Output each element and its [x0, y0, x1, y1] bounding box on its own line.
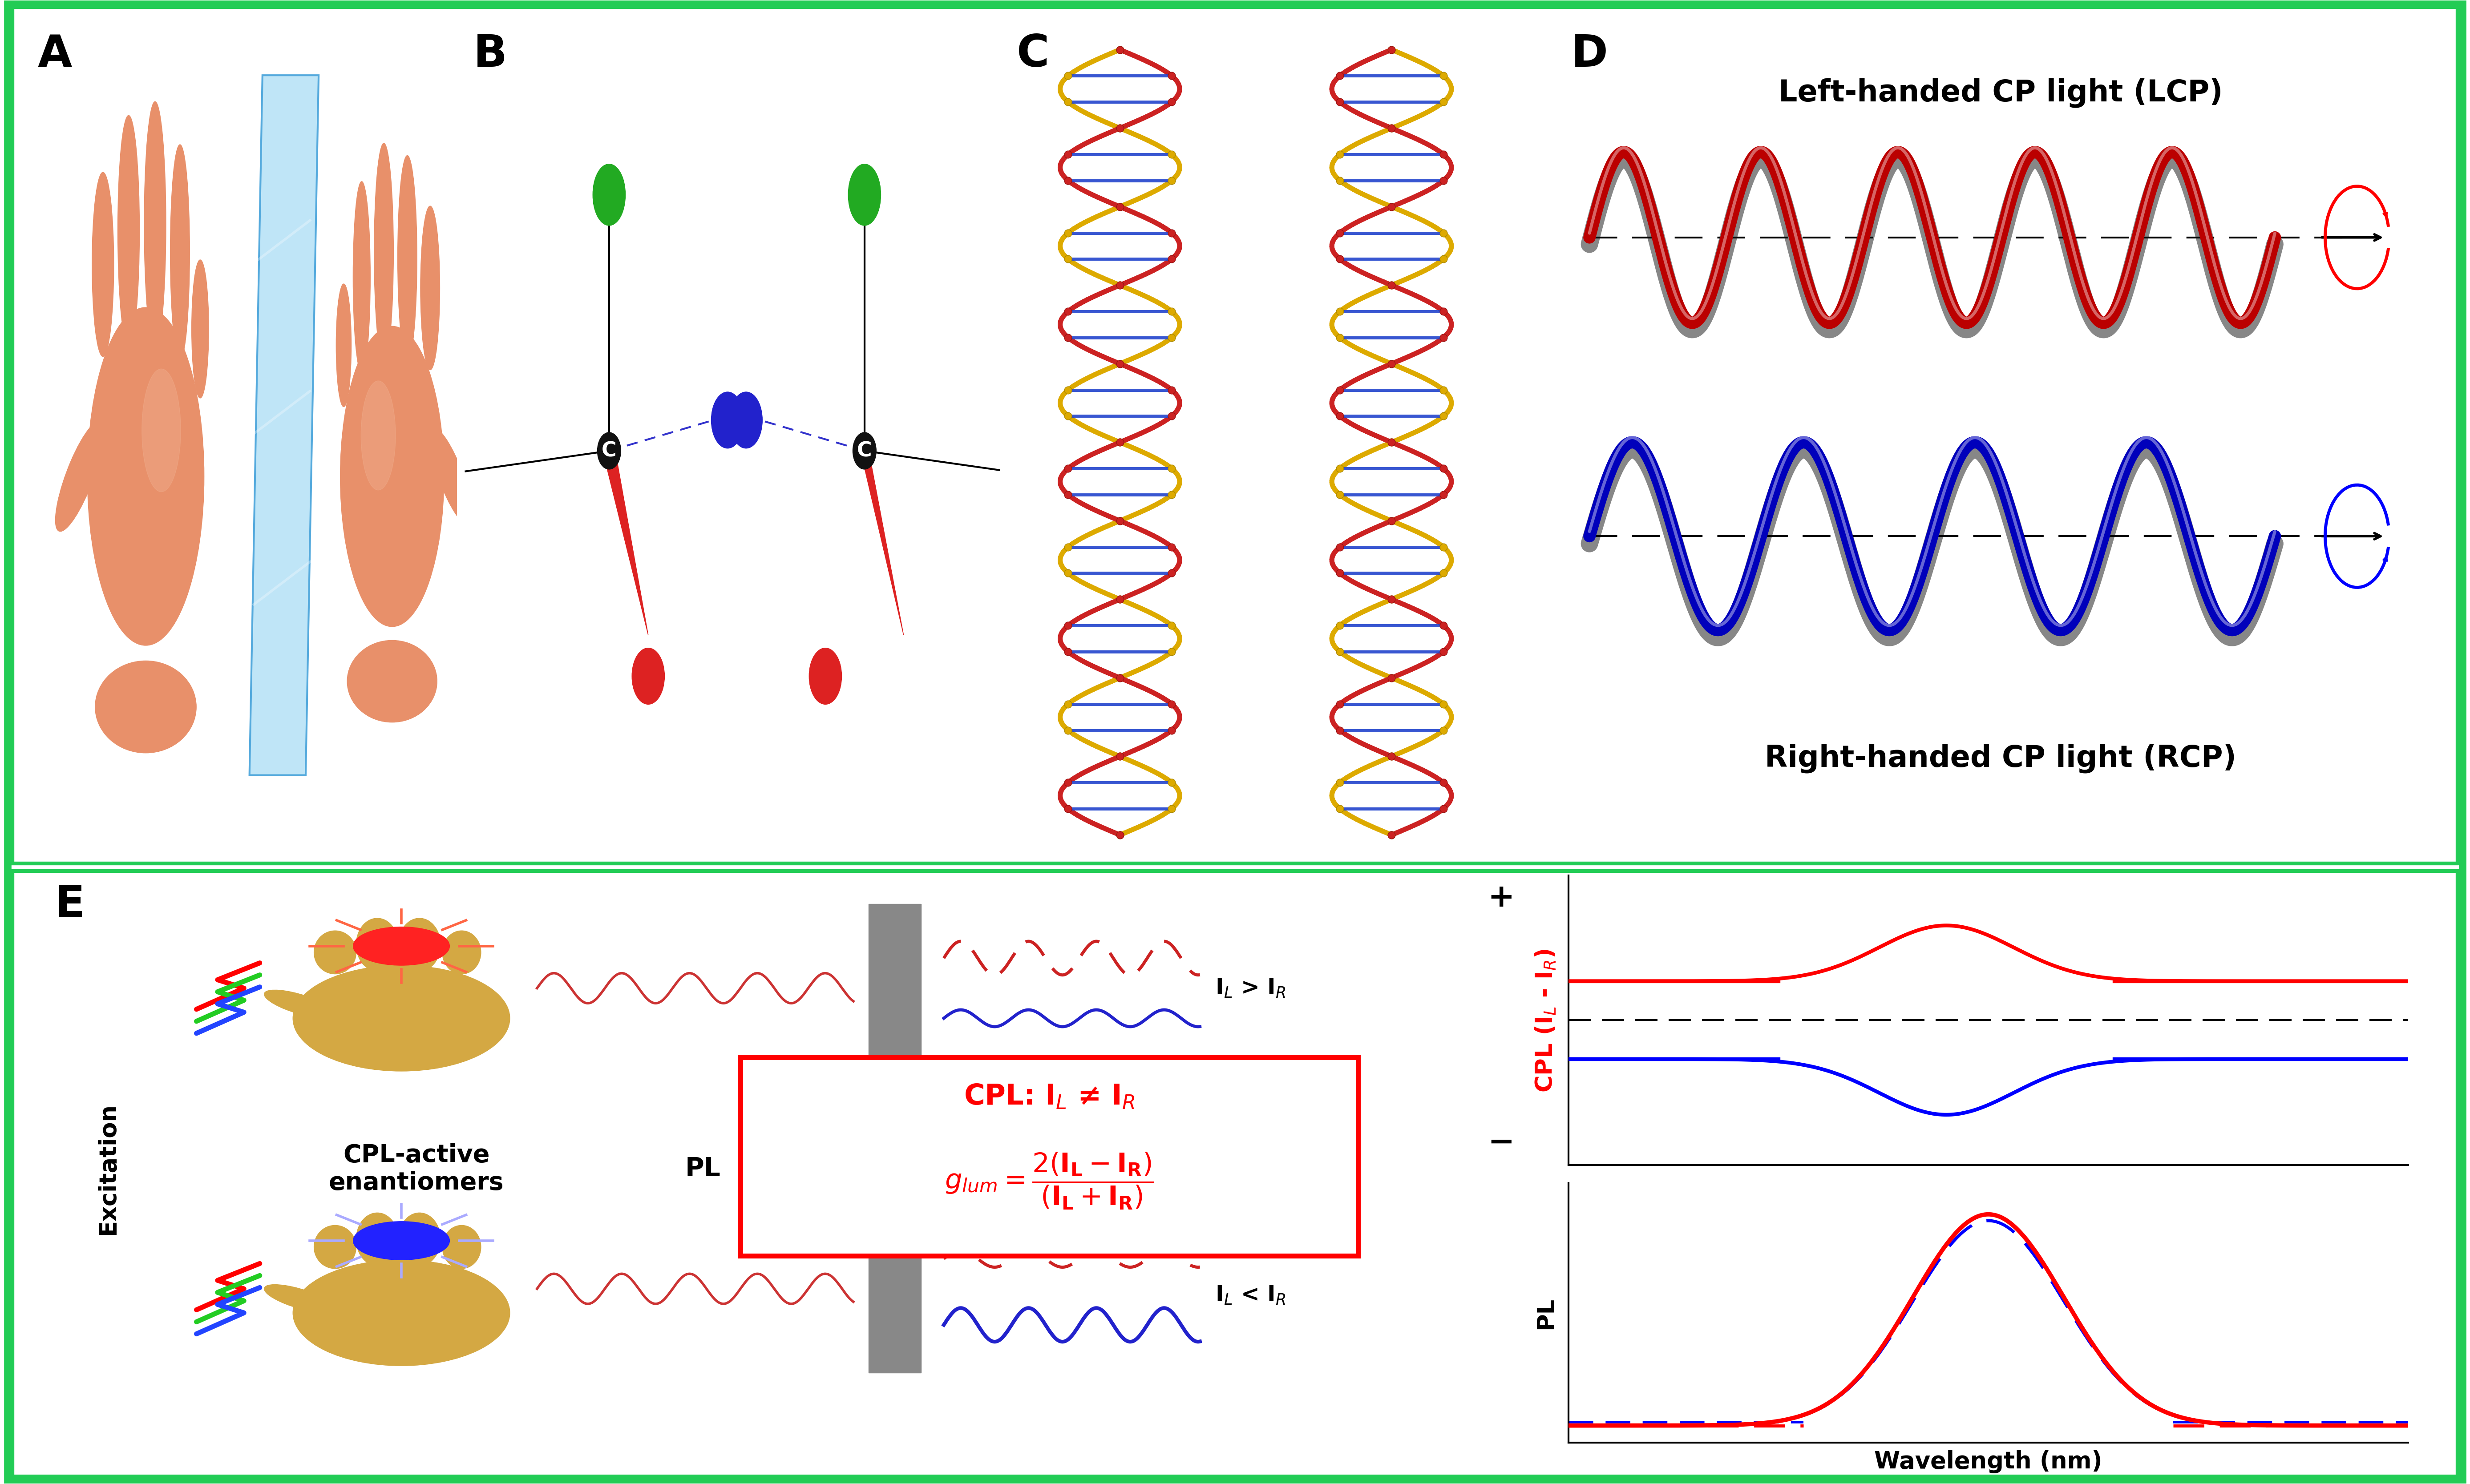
Ellipse shape — [294, 966, 509, 1071]
Ellipse shape — [86, 307, 205, 646]
Ellipse shape — [353, 183, 370, 372]
Ellipse shape — [361, 381, 395, 490]
Text: Left-handed CP light (LCP): Left-handed CP light (LCP) — [1778, 79, 2223, 107]
Ellipse shape — [810, 649, 842, 705]
Ellipse shape — [91, 172, 114, 358]
Ellipse shape — [442, 930, 482, 974]
Ellipse shape — [356, 1212, 398, 1266]
Y-axis label: CPL (I$_L$ - I$_R$): CPL (I$_L$ - I$_R$) — [1534, 948, 1556, 1092]
Ellipse shape — [314, 930, 356, 974]
Ellipse shape — [422, 444, 457, 500]
Text: Right-handed CP light (RCP): Right-handed CP light (RCP) — [1766, 743, 2235, 773]
Text: B: B — [474, 33, 506, 76]
Polygon shape — [249, 76, 319, 776]
Text: A: A — [37, 33, 72, 76]
Ellipse shape — [143, 102, 165, 347]
Ellipse shape — [442, 1226, 482, 1269]
FancyBboxPatch shape — [741, 1058, 1358, 1255]
Text: I$_L$ > I$_R$: I$_L$ > I$_R$ — [1215, 978, 1284, 999]
Ellipse shape — [193, 260, 210, 398]
Bar — [869, 1205, 921, 1373]
Ellipse shape — [336, 285, 351, 407]
Text: Excitation: Excitation — [96, 1103, 119, 1235]
Text: −: − — [1487, 1128, 1514, 1158]
Ellipse shape — [348, 641, 437, 723]
Polygon shape — [860, 447, 904, 635]
Text: C: C — [1018, 33, 1050, 76]
Ellipse shape — [96, 660, 195, 754]
Ellipse shape — [632, 649, 664, 705]
Y-axis label: PL: PL — [1534, 1297, 1556, 1328]
Circle shape — [598, 433, 620, 469]
Text: C: C — [857, 441, 872, 462]
Ellipse shape — [141, 370, 180, 493]
Text: PL: PL — [684, 1156, 721, 1181]
Ellipse shape — [593, 165, 625, 226]
Circle shape — [353, 928, 450, 966]
Ellipse shape — [729, 392, 763, 448]
Text: CPL-active
enantiomers: CPL-active enantiomers — [329, 1143, 504, 1195]
Ellipse shape — [398, 1212, 440, 1266]
Text: $g_{lum} = \dfrac{2(\mathbf{I_L} - \mathbf{I_R})}{(\mathbf{I_L} + \mathbf{I_R})}: $g_{lum} = \dfrac{2(\mathbf{I_L} - \math… — [944, 1150, 1153, 1211]
Ellipse shape — [264, 990, 333, 1018]
Circle shape — [852, 433, 877, 469]
Ellipse shape — [356, 919, 398, 971]
X-axis label: Wavelength (nm): Wavelength (nm) — [1875, 1450, 2102, 1474]
Ellipse shape — [341, 326, 445, 626]
Ellipse shape — [398, 156, 417, 361]
Ellipse shape — [170, 145, 190, 361]
Text: C: C — [603, 441, 618, 462]
Ellipse shape — [54, 421, 104, 531]
Ellipse shape — [398, 919, 440, 971]
Ellipse shape — [430, 427, 472, 525]
Ellipse shape — [847, 165, 882, 226]
Bar — [869, 904, 921, 1073]
Polygon shape — [603, 447, 647, 635]
Text: E: E — [54, 883, 84, 926]
Ellipse shape — [314, 1226, 356, 1269]
Text: D: D — [1571, 33, 1608, 76]
Ellipse shape — [711, 392, 743, 448]
Ellipse shape — [1018, 444, 1050, 500]
Ellipse shape — [264, 1285, 333, 1312]
Text: +: + — [1487, 883, 1514, 913]
Circle shape — [353, 1221, 450, 1260]
Text: CPL: I$_L$ ≠ I$_R$: CPL: I$_L$ ≠ I$_R$ — [963, 1083, 1134, 1110]
Ellipse shape — [119, 116, 138, 346]
Ellipse shape — [420, 206, 440, 370]
Ellipse shape — [294, 1260, 509, 1365]
Text: I$_L$ < I$_R$: I$_L$ < I$_R$ — [1215, 1284, 1284, 1306]
Ellipse shape — [373, 144, 393, 362]
